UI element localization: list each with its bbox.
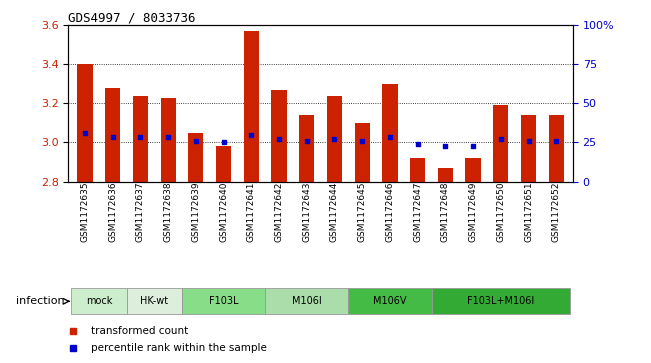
Text: GSM1172638: GSM1172638: [163, 182, 173, 242]
Point: [413, 142, 423, 147]
Bar: [299, 115, 314, 182]
Point: [301, 138, 312, 143]
Text: GSM1172652: GSM1172652: [552, 182, 561, 242]
Bar: [437, 168, 453, 182]
Text: GSM1172649: GSM1172649: [469, 182, 478, 242]
Bar: [327, 95, 342, 182]
Text: GSM1172641: GSM1172641: [247, 182, 256, 242]
Bar: [161, 98, 176, 182]
Text: F103L: F103L: [209, 296, 238, 306]
Text: GSM1172650: GSM1172650: [496, 182, 505, 242]
Bar: [133, 95, 148, 182]
Point: [191, 138, 201, 143]
Bar: [355, 123, 370, 182]
Point: [468, 143, 478, 149]
Point: [135, 134, 146, 139]
Bar: [216, 146, 231, 182]
Bar: [77, 65, 92, 182]
Point: [495, 136, 506, 142]
Point: [440, 143, 450, 149]
Bar: [271, 90, 286, 182]
FancyBboxPatch shape: [71, 288, 126, 314]
Bar: [188, 133, 204, 182]
FancyBboxPatch shape: [432, 288, 570, 314]
Bar: [493, 105, 508, 182]
Text: GSM1172636: GSM1172636: [108, 182, 117, 242]
Point: [218, 139, 229, 145]
Text: HK-wt: HK-wt: [140, 296, 169, 306]
FancyBboxPatch shape: [182, 288, 265, 314]
Point: [80, 130, 90, 136]
Bar: [382, 84, 398, 182]
Text: GSM1172648: GSM1172648: [441, 182, 450, 242]
Text: transformed count: transformed count: [91, 326, 188, 336]
Point: [357, 138, 367, 143]
FancyBboxPatch shape: [265, 288, 348, 314]
Text: GSM1172642: GSM1172642: [275, 182, 284, 242]
Text: M106I: M106I: [292, 296, 322, 306]
Point: [163, 134, 173, 139]
Bar: [105, 88, 120, 182]
Text: GSM1172637: GSM1172637: [136, 182, 145, 242]
Point: [329, 136, 340, 142]
Text: GSM1172647: GSM1172647: [413, 182, 422, 242]
Text: F103L+M106I: F103L+M106I: [467, 296, 534, 306]
Point: [274, 136, 284, 142]
Bar: [549, 115, 564, 182]
Bar: [465, 158, 480, 182]
Text: percentile rank within the sample: percentile rank within the sample: [91, 343, 267, 353]
Text: GDS4997 / 8033736: GDS4997 / 8033736: [68, 11, 196, 24]
Bar: [243, 31, 259, 182]
Text: M106V: M106V: [373, 296, 407, 306]
Bar: [410, 158, 425, 182]
Text: GSM1172643: GSM1172643: [302, 182, 311, 242]
Point: [246, 132, 256, 138]
FancyBboxPatch shape: [126, 288, 182, 314]
Text: GSM1172635: GSM1172635: [81, 182, 89, 242]
Point: [107, 134, 118, 139]
Text: GSM1172651: GSM1172651: [524, 182, 533, 242]
Point: [523, 138, 534, 143]
Text: GSM1172640: GSM1172640: [219, 182, 228, 242]
Text: GSM1172645: GSM1172645: [357, 182, 367, 242]
Bar: [521, 115, 536, 182]
Text: GSM1172646: GSM1172646: [385, 182, 395, 242]
Point: [385, 134, 395, 139]
Text: GSM1172644: GSM1172644: [330, 182, 339, 242]
Point: [551, 138, 561, 143]
Text: infection: infection: [16, 296, 65, 306]
FancyBboxPatch shape: [348, 288, 432, 314]
Text: mock: mock: [86, 296, 112, 306]
Text: GSM1172639: GSM1172639: [191, 182, 201, 242]
